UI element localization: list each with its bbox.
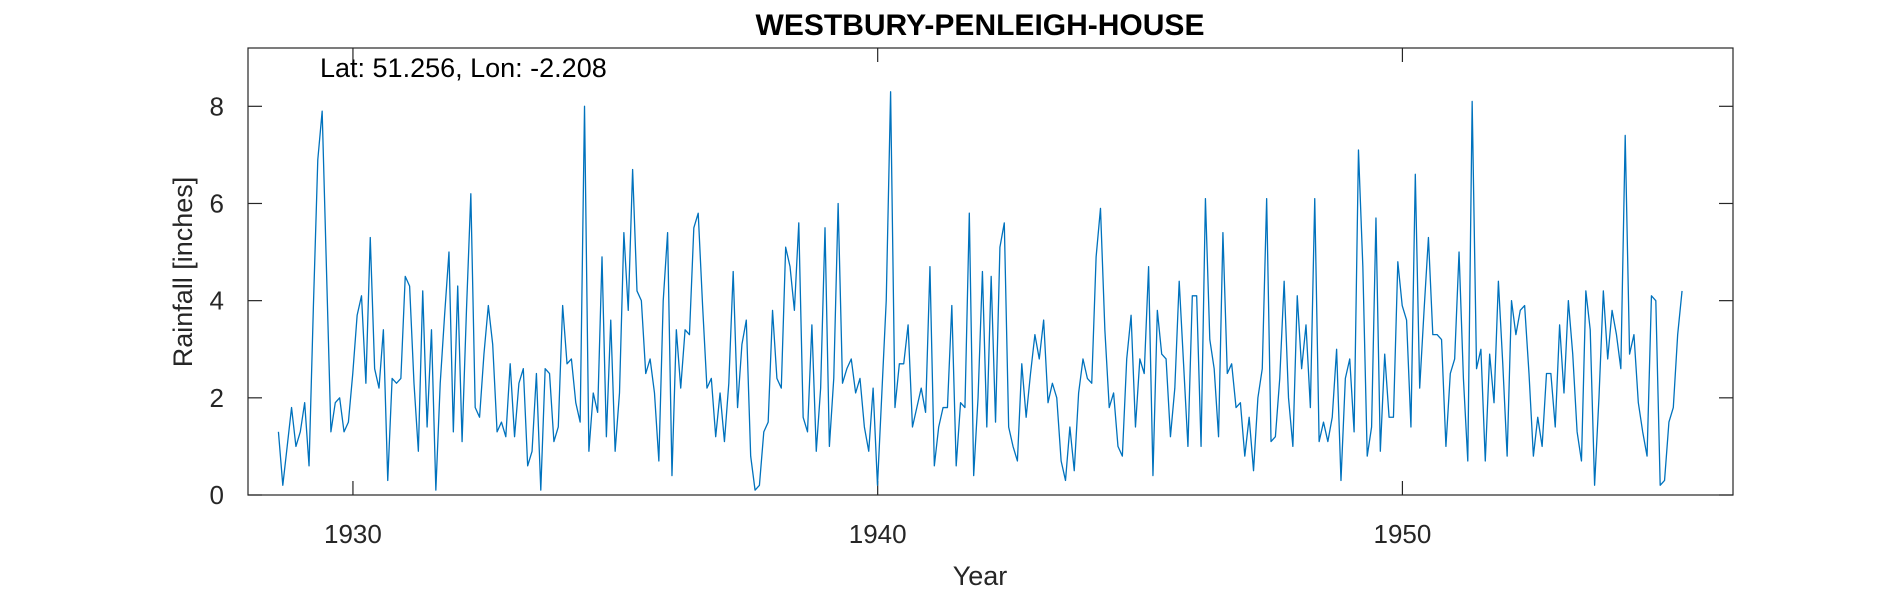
y-tick-label: 6 [210, 188, 224, 218]
y-tick-label: 2 [210, 383, 224, 413]
x-tick-label: 1930 [324, 519, 382, 549]
y-tick-label: 4 [210, 286, 224, 316]
chart-title: WESTBURY-PENLEIGH-HOUSE [756, 9, 1205, 42]
x-axis-label: Year [953, 561, 1008, 591]
x-axis-ticks: 1930 1940 1950 [324, 48, 1431, 549]
x-tick-label: 1950 [1373, 519, 1431, 549]
y-tick-label: 0 [210, 480, 224, 510]
y-tick-label: 8 [210, 91, 224, 121]
y-axis-ticks: 0 2 4 6 8 [210, 91, 1733, 510]
y-axis-label: Rainfall [inches] [168, 177, 198, 368]
plot-area [247, 47, 1734, 496]
rainfall-series-line [277, 91, 1683, 491]
x-tick-label: 1940 [849, 519, 907, 549]
station-coordinates-annotation: Lat: 51.256, Lon: -2.208 [320, 53, 607, 83]
